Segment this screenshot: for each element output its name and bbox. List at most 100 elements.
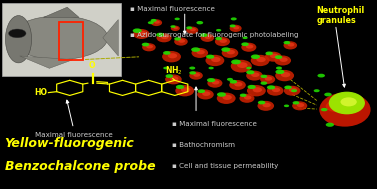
Ellipse shape [340,97,357,106]
FancyBboxPatch shape [2,3,121,76]
Circle shape [170,25,176,28]
Ellipse shape [222,48,238,58]
Circle shape [275,70,284,74]
Circle shape [241,42,249,46]
Ellipse shape [5,15,32,63]
Polygon shape [43,7,79,17]
Circle shape [324,93,332,96]
Ellipse shape [292,101,307,110]
Circle shape [200,33,208,37]
Ellipse shape [205,35,211,39]
Circle shape [265,51,273,55]
Ellipse shape [274,56,291,65]
Ellipse shape [207,79,222,88]
Ellipse shape [219,39,227,43]
Text: NH$_2$: NH$_2$ [165,65,183,77]
Circle shape [276,67,282,70]
Ellipse shape [267,86,284,96]
Circle shape [166,74,173,78]
Ellipse shape [272,88,280,92]
Circle shape [196,21,203,24]
Circle shape [314,89,320,92]
Circle shape [258,101,265,104]
Ellipse shape [251,73,259,77]
Ellipse shape [251,55,270,66]
Circle shape [191,47,200,52]
Ellipse shape [265,77,272,81]
Ellipse shape [222,95,232,100]
Circle shape [261,81,267,85]
Text: Yellow-fluorogenic: Yellow-fluorogenic [5,137,134,150]
Ellipse shape [284,41,297,50]
Circle shape [321,108,328,111]
Circle shape [293,101,299,105]
Ellipse shape [151,19,162,26]
Circle shape [227,78,233,81]
Ellipse shape [161,35,169,39]
Ellipse shape [175,85,194,96]
Circle shape [251,54,260,59]
Ellipse shape [257,101,274,111]
Circle shape [156,33,164,37]
Ellipse shape [162,51,181,62]
Ellipse shape [233,26,239,29]
Ellipse shape [196,50,205,54]
Ellipse shape [133,29,150,39]
Ellipse shape [189,71,203,80]
Text: O: O [89,61,95,70]
Ellipse shape [174,37,188,46]
Ellipse shape [156,33,172,42]
Circle shape [186,26,192,29]
Ellipse shape [241,43,256,52]
Circle shape [151,19,156,22]
Ellipse shape [217,93,236,104]
Ellipse shape [230,25,242,32]
Polygon shape [20,56,73,68]
Ellipse shape [329,92,365,114]
Circle shape [275,55,282,59]
Circle shape [207,78,215,82]
Ellipse shape [227,50,235,54]
Circle shape [189,67,195,70]
Ellipse shape [142,43,156,51]
Ellipse shape [275,70,294,81]
Circle shape [284,41,290,44]
Ellipse shape [231,60,252,73]
Circle shape [267,85,275,89]
Ellipse shape [237,62,248,68]
Circle shape [317,74,325,77]
Ellipse shape [192,48,208,58]
Ellipse shape [211,57,221,62]
Ellipse shape [246,44,253,49]
Circle shape [246,70,254,74]
Circle shape [284,85,292,89]
Ellipse shape [270,54,278,58]
Circle shape [189,71,196,75]
Ellipse shape [297,103,304,107]
Ellipse shape [253,87,262,92]
Ellipse shape [165,74,182,84]
Ellipse shape [281,72,290,77]
Ellipse shape [239,94,254,103]
Circle shape [231,17,237,20]
Circle shape [216,29,221,32]
Ellipse shape [212,80,219,84]
Ellipse shape [10,16,107,60]
Circle shape [208,67,214,69]
Ellipse shape [146,45,153,48]
Circle shape [221,47,230,52]
Ellipse shape [170,76,178,81]
Circle shape [291,89,297,92]
Ellipse shape [279,57,288,62]
Circle shape [230,24,236,27]
Ellipse shape [260,75,275,84]
Circle shape [326,123,334,127]
Ellipse shape [326,100,349,112]
Circle shape [242,36,248,39]
Circle shape [175,18,180,20]
Circle shape [215,37,222,40]
Circle shape [206,55,214,59]
Ellipse shape [138,31,146,36]
Circle shape [133,28,142,33]
Circle shape [240,94,247,97]
